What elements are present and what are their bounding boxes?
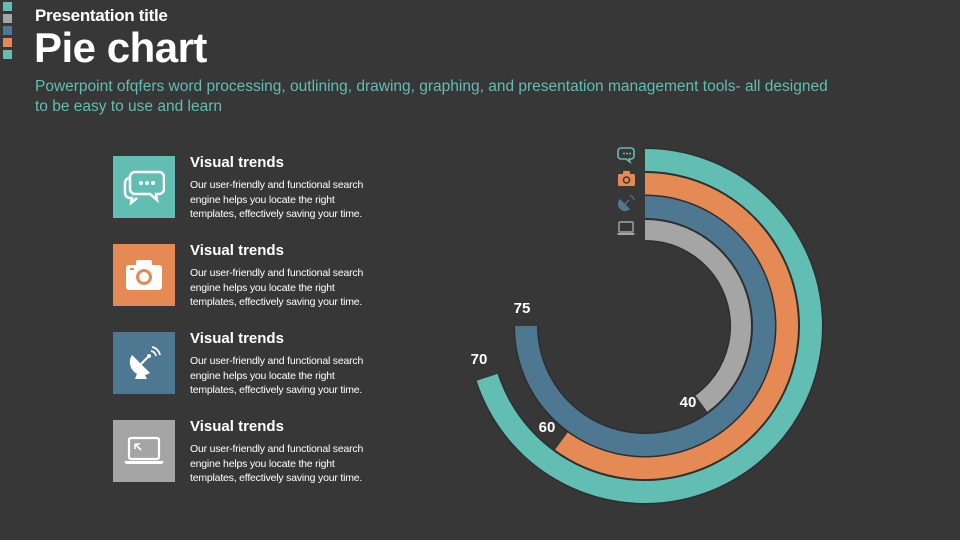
- satellite-dish-icon: [129, 346, 161, 379]
- laptop-icon: [617, 221, 635, 235]
- camera-icon: [126, 260, 162, 290]
- swatch: [3, 26, 12, 35]
- swatch: [3, 2, 12, 11]
- feature-title: Visual trends: [190, 242, 284, 259]
- feature-item: Visual trends Our user-friendly and func…: [113, 154, 413, 226]
- feature-text: Our user-friendly and functional search …: [190, 355, 364, 396]
- ring-arc-laptop: [644, 220, 751, 412]
- satellite-dish-icon: [617, 195, 635, 212]
- data-label-satellite: 75: [514, 300, 531, 317]
- data-label-chat: 70: [471, 351, 488, 368]
- slide-title: Pie chart: [34, 24, 207, 71]
- ring-arc-chat: [476, 149, 822, 503]
- chat-bubbles-icon: [617, 147, 635, 165]
- feature-icon-box: [113, 244, 175, 306]
- slide-description: Powerpoint ofqfers word processing, outl…: [35, 78, 828, 115]
- swatch: [3, 50, 12, 59]
- feature-title: Visual trends: [190, 154, 284, 171]
- feature-icon-box: [113, 332, 175, 394]
- feature-text: Our user-friendly and functional search …: [190, 267, 364, 308]
- swatch: [3, 38, 12, 47]
- laptop-icon: [124, 436, 164, 464]
- color-swatches: [3, 2, 12, 62]
- feature-text: Our user-friendly and functional search …: [190, 443, 364, 484]
- feature-icon-box: [113, 156, 175, 218]
- feature-title: Visual trends: [190, 418, 284, 435]
- feature-item: Visual trends Our user-friendly and func…: [113, 242, 413, 314]
- feature-icon-box: [113, 420, 175, 482]
- feature-item: Visual trends Our user-friendly and func…: [113, 418, 413, 490]
- feature-text: Our user-friendly and functional search …: [190, 179, 364, 220]
- feature-title: Visual trends: [190, 330, 284, 347]
- camera-icon: [618, 171, 635, 186]
- swatch: [3, 14, 12, 23]
- data-label-camera: 60: [539, 419, 556, 436]
- ring-arc-satellite: [515, 196, 775, 456]
- ring-arc-camera: [555, 173, 798, 479]
- presentation-title: Presentation title: [35, 6, 168, 25]
- feature-item: Visual trends Our user-friendly and func…: [113, 330, 413, 402]
- chat-bubbles-icon: [123, 170, 165, 205]
- data-label-laptop: 40: [680, 394, 697, 411]
